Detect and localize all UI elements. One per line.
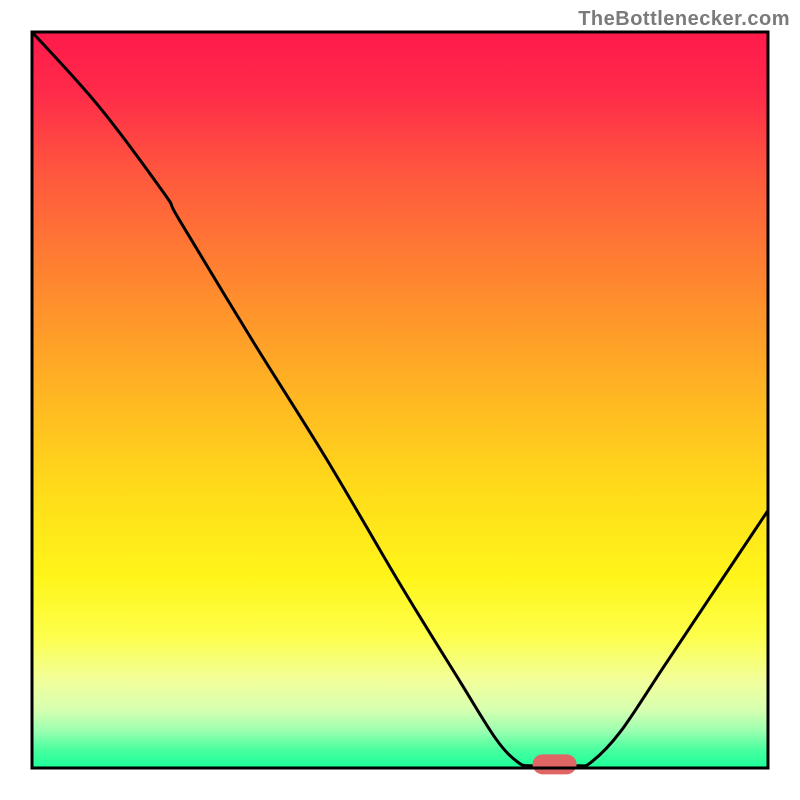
bottleneck-chart (0, 0, 800, 800)
chart-background (32, 32, 768, 768)
chart-svg (0, 0, 800, 800)
watermark-text: TheBottlenecker.com (578, 8, 790, 31)
optimal-marker (533, 754, 577, 774)
